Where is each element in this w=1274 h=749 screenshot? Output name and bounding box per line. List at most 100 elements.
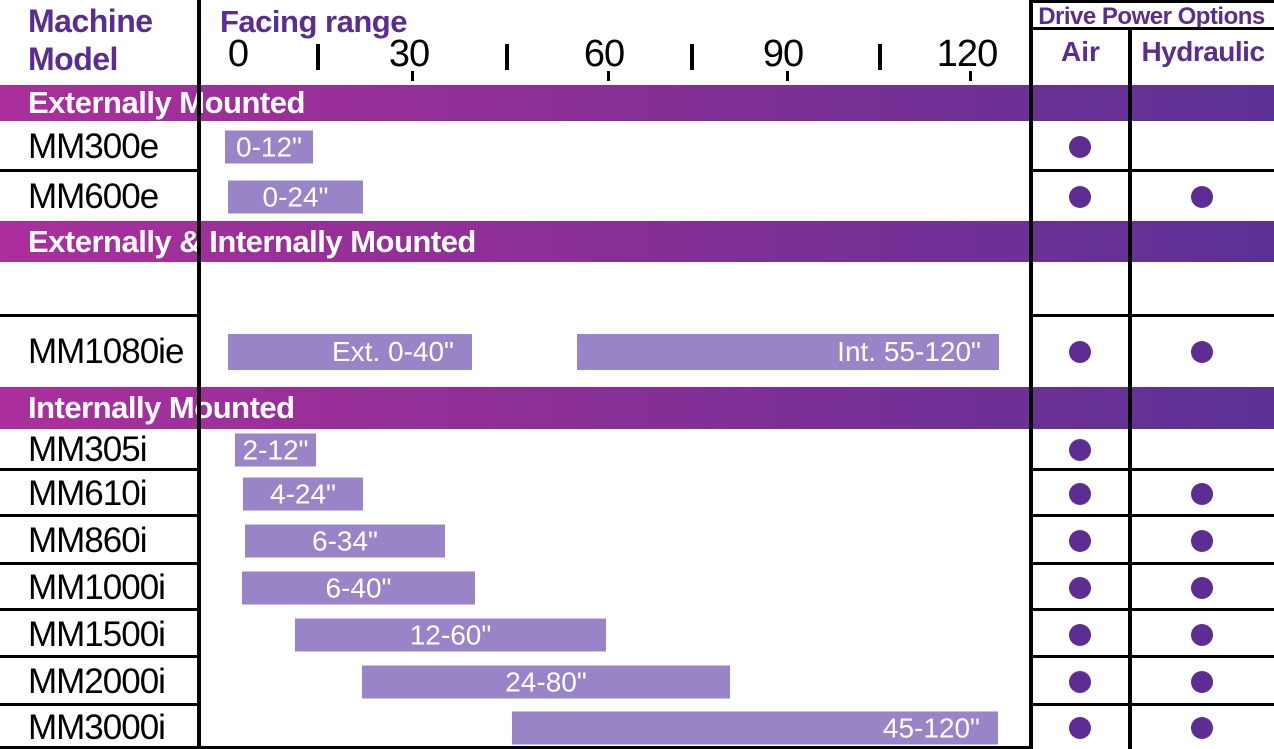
model-name: MM1000i — [28, 568, 166, 607]
axis-tick-label: 30 — [388, 33, 430, 75]
section-header-label: Externally & Internally Mounted — [28, 223, 476, 259]
axis-minor-tick — [316, 44, 320, 70]
air-option-dot — [1069, 135, 1091, 158]
axis-tick-label: 90 — [762, 33, 804, 75]
facing-range-bar: 0-12" — [225, 130, 313, 163]
drive-power-header-underline — [1029, 27, 1274, 30]
table-row-mm1000i: MM1000i 6-40" — [0, 565, 1274, 611]
facing-range-bar: 0-24" — [228, 180, 363, 213]
axis-tick-mark — [969, 71, 972, 81]
hydraulic-option-dot — [1191, 341, 1213, 363]
axis-tick-label: 0 — [227, 33, 249, 75]
air-option-dot — [1069, 716, 1091, 739]
section-header-label: Internally Mounted — [28, 390, 295, 425]
facing-range-bar: 45-120" — [512, 711, 998, 744]
facing-range-bar: Int. 55-120" — [577, 334, 999, 370]
axis-minor-tick — [690, 44, 694, 70]
axis-tick-mark — [607, 71, 610, 81]
row-divider — [1029, 703, 1274, 706]
axis-minor-tick — [505, 44, 509, 70]
drive-power-column-divider — [1029, 0, 1033, 749]
drive-power-top-border — [1029, 0, 1274, 3]
row-divider — [1029, 562, 1274, 565]
table-header: Machine Model Facing range 0 30 60 90 120 Dr… — [0, 0, 1274, 85]
table-row-mm610i: MM610i 4-24" — [0, 471, 1274, 517]
facing-range-bar: 12-60" — [295, 618, 606, 651]
hydraulic-option-dot — [1191, 185, 1213, 208]
hydraulic-option-dot — [1191, 483, 1213, 505]
row-divider — [1029, 468, 1274, 471]
section-header: Externally Mounted — [0, 85, 1274, 121]
hydraulic-option-dot — [1191, 623, 1213, 646]
table-row-mm305i: MM305i 2-12" — [0, 429, 1274, 471]
air-column-heading: Air — [1061, 36, 1100, 67]
row-divider — [0, 608, 201, 611]
air-option-dot — [1069, 341, 1091, 363]
model-name: MM600e — [28, 176, 159, 216]
machine-model-heading: Machine Model — [28, 2, 153, 78]
air-hydraulic-divider — [1128, 27, 1132, 749]
table-row-mm860i: MM860i 6-34" — [0, 517, 1274, 565]
row-divider — [0, 514, 201, 517]
hydraulic-column-heading: Hydraulic — [1141, 36, 1265, 67]
facing-range-bar: 6-34" — [245, 524, 445, 558]
model-column-divider — [197, 0, 201, 749]
row-divider — [0, 655, 201, 658]
hydraulic-option-dot — [1191, 530, 1213, 552]
row-divider — [0, 314, 201, 317]
air-option-dot — [1069, 577, 1091, 599]
air-option-dot — [1069, 185, 1091, 208]
machine-model-line1: Machine — [28, 3, 153, 39]
section-header: Externally & Internally Mounted — [0, 221, 1274, 262]
table-bottom-border — [0, 746, 1031, 749]
facing-range-heading: Facing range — [220, 4, 407, 39]
row-divider — [1029, 514, 1274, 517]
facing-range-bar: 2-12" — [235, 433, 316, 467]
facing-range-bar: 4-24" — [243, 477, 363, 511]
machine-model-line2: Model — [28, 41, 118, 77]
row-divider — [0, 468, 201, 471]
row-divider — [1029, 608, 1274, 611]
axis-tick-mark — [786, 71, 789, 81]
facing-range-bar: 24-80" — [362, 665, 730, 699]
table-row-mm1500i: MM1500i 12-60" — [0, 611, 1274, 658]
section-header: Internally Mounted — [0, 387, 1274, 429]
table-row-mm300e: MM300e 0-12" — [0, 121, 1274, 172]
model-name: MM305i — [28, 430, 147, 469]
facing-range-bar: 6-40" — [242, 571, 475, 605]
drive-power-options-heading: Drive Power Options — [1038, 3, 1265, 30]
facing-range-bar: Ext. 0-40" — [228, 334, 472, 370]
table-row-mm1080ie: MM1080ie Ext. 0-40" Int. 55-120" — [0, 317, 1274, 387]
air-option-dot — [1069, 483, 1091, 505]
hydraulic-option-dot — [1191, 716, 1213, 739]
table-row-mm600e: MM600e 0-24" — [0, 172, 1274, 221]
model-name: MM860i — [28, 521, 147, 560]
table-body: Externally Mounted MM300e 0-12" MM600e 0-24"… — [0, 85, 1274, 749]
air-option-dot — [1069, 530, 1091, 552]
axis-tick-mark — [411, 71, 414, 81]
air-option-dot — [1069, 439, 1091, 461]
air-option-dot — [1069, 671, 1091, 693]
row-divider — [1029, 314, 1274, 317]
axis-minor-tick — [878, 44, 882, 70]
hydraulic-option-dot — [1191, 671, 1213, 693]
axis-tick-label: 120 — [936, 33, 998, 75]
model-name: MM1080ie — [28, 332, 184, 371]
model-name: MM610i — [28, 474, 147, 513]
section-header-label: Externally Mounted — [28, 85, 305, 120]
table-row-mm2000i: MM2000i 24-80" — [0, 658, 1274, 706]
axis-tick-label: 60 — [583, 33, 625, 75]
row-divider — [1029, 655, 1274, 658]
model-name: MM3000i — [28, 707, 166, 747]
table-row-mm3000i: MM3000i 45-120" — [0, 706, 1274, 749]
row-divider — [0, 703, 201, 706]
model-name: MM300e — [28, 126, 159, 166]
row-divider — [0, 562, 201, 565]
row-divider — [0, 169, 201, 172]
model-name: MM1500i — [28, 614, 166, 654]
model-name: MM2000i — [28, 662, 166, 701]
air-option-dot — [1069, 623, 1091, 646]
table-row-empty — [0, 262, 1274, 317]
row-divider — [1029, 169, 1274, 172]
